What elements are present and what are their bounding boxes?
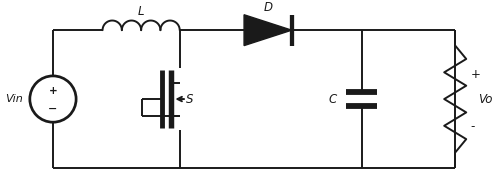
Text: C: C [328, 93, 336, 105]
Text: Vo: Vo [478, 93, 493, 105]
Text: S: S [186, 93, 194, 105]
Text: +: + [470, 68, 480, 81]
Text: D: D [264, 1, 272, 14]
Text: -: - [470, 120, 475, 133]
Text: L: L [138, 5, 144, 18]
Circle shape [30, 76, 76, 122]
Polygon shape [244, 15, 292, 46]
Text: +: + [48, 86, 58, 96]
Text: Vin: Vin [5, 94, 22, 104]
Text: −: − [48, 103, 58, 114]
